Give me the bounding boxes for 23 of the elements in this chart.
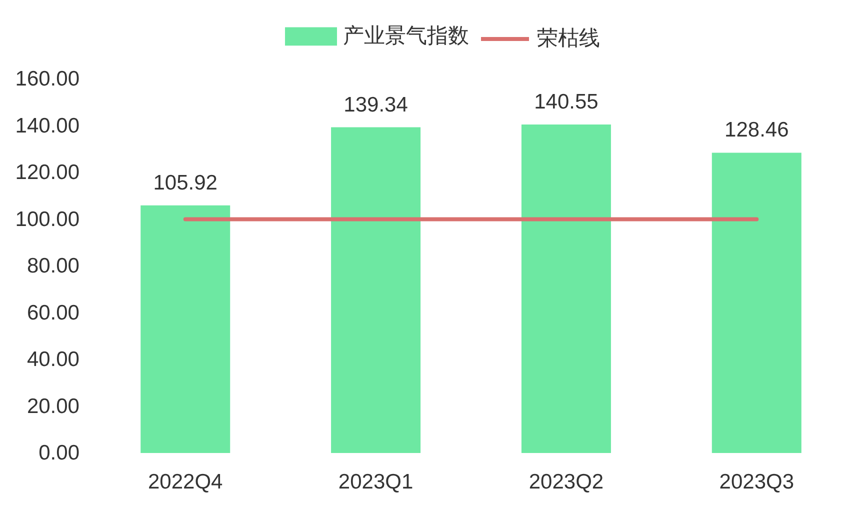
y-tick-label: 0.00 bbox=[38, 442, 80, 464]
legend-label: 产业景气指数 bbox=[343, 24, 469, 48]
bar bbox=[521, 124, 611, 453]
y-tick-label: 40.00 bbox=[26, 348, 80, 371]
x-tick-label: 2022Q4 bbox=[148, 470, 224, 494]
x-tick-label: 2023Q1 bbox=[338, 470, 414, 494]
y-tick-label: 100.00 bbox=[15, 208, 80, 231]
data-label: 128.46 bbox=[724, 118, 789, 142]
bar bbox=[331, 127, 421, 453]
y-tick-label: 140.00 bbox=[15, 114, 80, 138]
x-tick-label: 2023Q3 bbox=[719, 470, 794, 494]
data-label: 140.55 bbox=[534, 90, 598, 114]
bar bbox=[140, 205, 230, 453]
y-tick-label: 80.00 bbox=[26, 254, 80, 278]
data-label: 139.34 bbox=[344, 93, 408, 116]
y-tick-label: 60.00 bbox=[26, 301, 80, 324]
data-label: 105.92 bbox=[153, 171, 218, 194]
y-tick-label: 120.00 bbox=[15, 161, 80, 184]
x-tick-label: 2023Q2 bbox=[528, 470, 604, 494]
y-tick-label: 20.00 bbox=[26, 394, 80, 418]
bar bbox=[712, 152, 802, 453]
legend-label: 荣枯线 bbox=[537, 27, 600, 50]
y-tick-label: 160.00 bbox=[15, 68, 80, 90]
